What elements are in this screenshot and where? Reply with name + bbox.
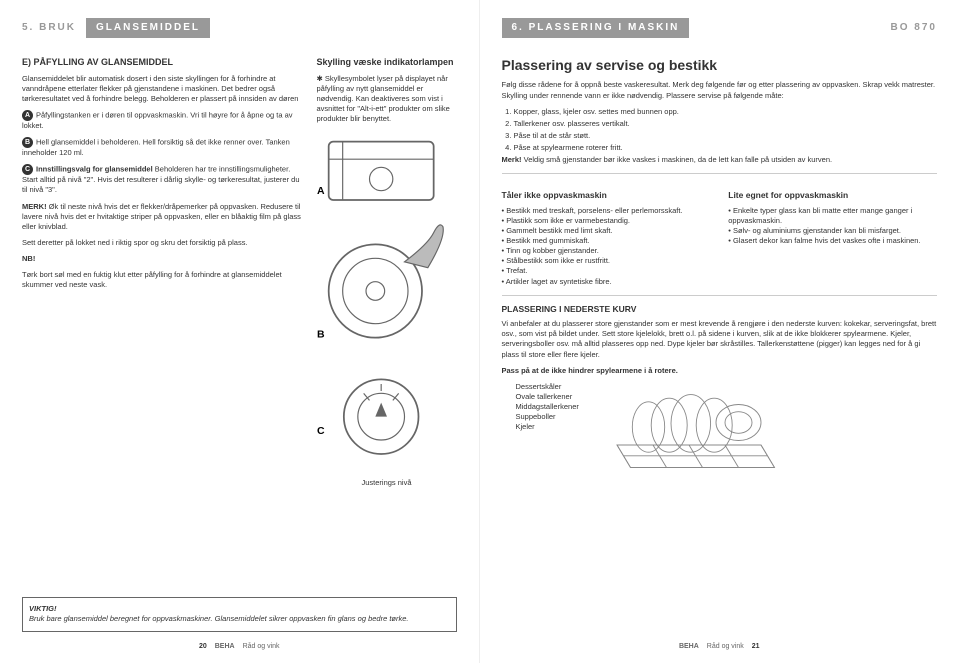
merk-1: MERK! Øk til neste nivå hvis det er flek… xyxy=(22,202,303,232)
item: Ovale tallerkener xyxy=(516,392,579,402)
door-icon: A xyxy=(317,130,457,212)
item: Dessertskåler xyxy=(516,382,579,392)
lower-row: Dessertskåler Ovale tallerkener Middagst… xyxy=(502,382,938,484)
li: Enkelte typer glass kan bli matte etter … xyxy=(728,206,937,226)
li: Bestikk med treskaft, porselens- eller p… xyxy=(502,206,711,216)
important-title: VIKTIG! xyxy=(29,604,57,613)
diagram-c: C Justerings nivå xyxy=(317,370,457,488)
rack-diagram xyxy=(599,382,779,484)
circle-a-icon: A xyxy=(22,110,33,121)
li: Sølv- og aluminiums gjenstander kan bli … xyxy=(728,226,937,236)
svg-text:A: A xyxy=(317,186,325,197)
columns: E) PÅFYLLING AV GLANSEMIDDEL Glansemidde… xyxy=(22,56,457,588)
ol-item: Kopper, glass, kjeler osv. settes med bu… xyxy=(514,107,938,117)
circle-c-icon: C xyxy=(22,164,33,175)
not-suitable: Tåler ikke oppvaskmaskin Bestikk med tre… xyxy=(502,182,711,286)
ol-item: Påse til at de står støtt. xyxy=(514,131,938,141)
svg-text:B: B xyxy=(317,329,325,341)
less-suitable: Lite egnet for oppvaskmaskin Enkelte typ… xyxy=(728,182,937,286)
level-label: Justerings nivå xyxy=(317,478,457,488)
lower-title: PLASSERING I NEDERSTE KURV xyxy=(502,304,938,315)
section-title: GLANSEMIDDEL xyxy=(86,18,210,38)
diagram-b: B xyxy=(317,221,457,364)
li: Glasert dekor kan falme hvis det vaskes … xyxy=(728,236,937,246)
footer-left: 20 BEHA Råd og vink xyxy=(22,632,457,651)
content-right: Plassering av servise og bestikk Følg di… xyxy=(502,56,938,632)
footer-text: Råd og vink xyxy=(707,642,744,651)
important-box: VIKTIG! Bruk bare glansemiddel beregnet … xyxy=(22,597,457,631)
header-right: 6. PLASSERING I MASKIN BO 870 xyxy=(502,18,938,38)
section-num: 5. BRUK xyxy=(22,21,76,35)
li: Artikler laget av syntetiske fibre. xyxy=(502,277,711,287)
step-c: CInnstillingsvalg for glansemiddel Behol… xyxy=(22,164,303,195)
li: Trefat. xyxy=(502,266,711,276)
footer-text: Råd og vink xyxy=(243,642,280,651)
e-intro: Glansemiddelet blir automatisk dosert i … xyxy=(22,74,303,104)
sett-txt: Sett deretter på lokket ned i riktig spo… xyxy=(22,238,303,248)
note: Merk! Veldig små gjenstander bør ikke va… xyxy=(502,155,938,165)
dispenser-icon: B xyxy=(317,221,457,361)
page-left: 5. BRUK GLANSEMIDDEL E) PÅFYLLING AV GLA… xyxy=(0,0,480,663)
lite-title: Lite egnet for oppvaskmaskin xyxy=(728,190,937,201)
circle-b-icon: B xyxy=(22,137,33,148)
item: Suppeboller xyxy=(516,412,579,422)
logo: BEHA xyxy=(679,642,699,651)
model: BO 870 xyxy=(891,21,937,35)
li: Bestikk med gummiskaft. xyxy=(502,236,711,246)
item-list: Dessertskåler Ovale tallerkener Middagst… xyxy=(516,382,579,484)
e-title: E) PÅFYLLING AV GLANSEMIDDEL xyxy=(22,56,303,68)
placement-list: Kopper, glass, kjeler osv. settes med bu… xyxy=(514,107,938,154)
li: Plastikk som ikke er varmebestandig. xyxy=(502,216,711,226)
nb-txt: Tørk bort søl med en fuktig klut etter p… xyxy=(22,270,303,290)
diagram-a: A xyxy=(317,130,457,215)
intro: Følg disse rådene for å oppnå beste vask… xyxy=(502,80,938,100)
page-num: 20 xyxy=(199,642,207,651)
page-right: 6. PLASSERING I MASKIN BO 870 Plassering… xyxy=(480,0,959,663)
logo: BEHA xyxy=(215,642,235,651)
ol-item: Påse at spylearmene roterer fritt. xyxy=(514,143,938,153)
header-left: 5. BRUK GLANSEMIDDEL xyxy=(22,18,457,38)
step-a: APåfyllingstanken er i døren til oppvask… xyxy=(22,110,303,131)
item: Middagstallerkener xyxy=(516,402,579,412)
lower-text: Vi anbefaler at du plasserer store gjens… xyxy=(502,319,938,360)
level-icon: C xyxy=(317,370,457,475)
li: Tinn og kobber gjenstander. xyxy=(502,246,711,256)
not-title: Tåler ikke oppvaskmaskin xyxy=(502,190,711,201)
dish-rack-icon xyxy=(599,382,779,481)
item: Kjeler xyxy=(516,422,579,432)
suitability: Tåler ikke oppvaskmaskin Bestikk med tre… xyxy=(502,182,938,286)
col-diagram: Skylling væske indikatorlampen ✱ Skylles… xyxy=(317,56,457,588)
svg-text:C: C xyxy=(317,425,325,437)
section-title-r: 6. PLASSERING I MASKIN xyxy=(502,18,690,38)
rinse-title: Skylling væske indikatorlampen xyxy=(317,56,457,68)
nb: NB! xyxy=(22,254,303,264)
rinse-text: ✱ Skyllesymbolet lyser på displayet når … xyxy=(317,74,457,125)
main-title: Plassering av servise og bestikk xyxy=(502,56,938,75)
li: Stålbestikk som ikke er rustfritt. xyxy=(502,256,711,266)
ol-item: Tallerkener osv. plasseres vertikalt. xyxy=(514,119,938,129)
pass-note: Pass på at de ikke hindrer spylearmene i… xyxy=(502,366,938,376)
not-list: Bestikk med treskaft, porselens- eller p… xyxy=(502,206,711,287)
page-num: 21 xyxy=(752,642,760,651)
important-text: Bruk bare glansemiddel beregnet for oppv… xyxy=(29,614,409,623)
li: Gammelt bestikk med limt skaft. xyxy=(502,226,711,236)
step-b: BHell glansemiddel i beholderen. Hell fo… xyxy=(22,137,303,158)
footer-right: BEHA Råd og vink 21 xyxy=(502,632,938,651)
col-text: E) PÅFYLLING AV GLANSEMIDDEL Glansemidde… xyxy=(22,56,303,588)
lite-list: Enkelte typer glass kan bli matte etter … xyxy=(728,206,937,247)
